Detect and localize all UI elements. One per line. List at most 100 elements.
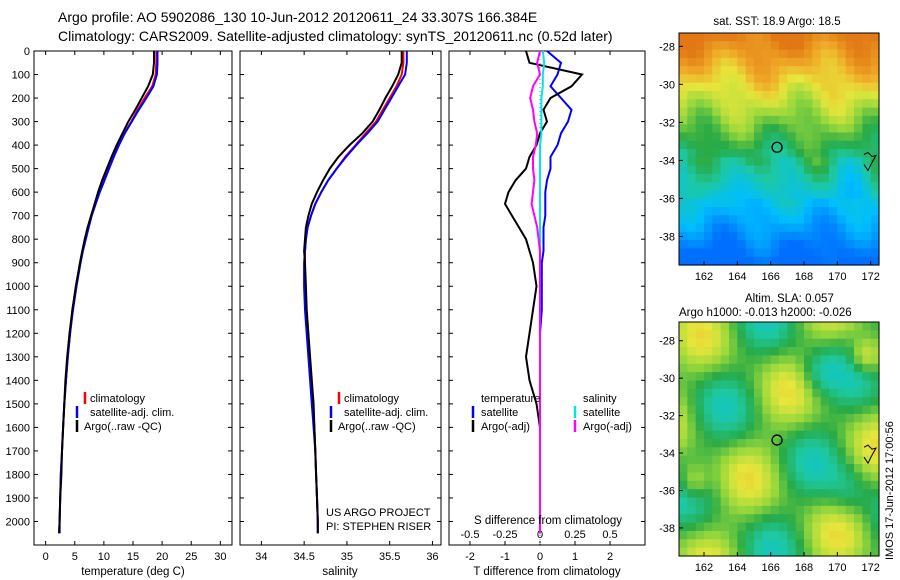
legend-label-climatology: climatology [90, 393, 146, 405]
heatmap-cell [745, 165, 755, 175]
heatmap-cell [754, 505, 763, 515]
heatmap-cell [754, 497, 763, 507]
heatmap-cell [712, 240, 722, 250]
heatmap-cell [770, 115, 780, 125]
heatmap-cell [829, 49, 838, 59]
heatmap-cell [770, 464, 780, 474]
heatmap-cell [845, 530, 855, 540]
heatmap-cell [712, 413, 722, 423]
heatmap-cell [712, 355, 722, 365]
heatmap-cell [837, 57, 847, 67]
legend-label-s-satellite: satellite [583, 407, 620, 419]
heatmap-cell [679, 107, 688, 117]
salinity-lines [303, 51, 408, 534]
heatmap-cell [795, 522, 805, 532]
heatmap-cell [862, 124, 872, 134]
heatmap-cell [795, 99, 805, 109]
heatmap-cell [795, 330, 805, 340]
heatmap-cell [837, 547, 847, 557]
heatmap-cell [804, 355, 813, 365]
heatmap-cell [679, 380, 688, 390]
heatmap-cell [695, 464, 705, 474]
heatmap-cell [754, 430, 763, 440]
heatmap-cell [712, 372, 722, 382]
heatmap-cell [804, 124, 813, 134]
x-tick-label: 0 [537, 551, 543, 563]
heatmap-cell [712, 124, 722, 134]
heatmap-cell [712, 338, 722, 348]
heatmap-cell [787, 388, 797, 398]
heatmap-cell [737, 422, 747, 432]
difference-frame [448, 50, 646, 546]
heatmap-cell [804, 223, 813, 233]
heatmap-cell [679, 115, 688, 125]
heatmap-cell [687, 505, 697, 515]
heatmap-cell [804, 489, 813, 499]
heatmap-cell [812, 115, 822, 125]
y-tick-label: 100 [12, 70, 30, 82]
heatmap-cell [820, 198, 830, 208]
heatmap-cell [845, 231, 855, 241]
heatmap-cell [712, 82, 722, 92]
heatmap-cell [720, 66, 730, 76]
heatmap-cell [829, 57, 838, 67]
heatmap-cell [704, 472, 713, 482]
heatmap-cell [812, 215, 822, 225]
heatmap-cell [729, 514, 738, 524]
heatmap-cell [729, 207, 738, 216]
heatmap-cell [679, 480, 688, 490]
heatmap-cell [845, 165, 855, 175]
heatmap-cell [837, 41, 847, 51]
heatmap-cell [712, 99, 722, 109]
heatmap-cell [679, 347, 688, 357]
heatmap-cell [862, 99, 872, 109]
heatmap-cell [854, 190, 863, 200]
heatmap-cell [829, 497, 838, 507]
heatmap-cell [854, 347, 863, 357]
heatmap-cell [712, 190, 722, 200]
heatmap-cell [787, 430, 797, 440]
heatmap-cell [770, 149, 780, 158]
heatmap-cell [837, 215, 847, 225]
heatmap-cell [829, 372, 838, 382]
heatmap-cell [870, 439, 880, 448]
heatmap-cell [720, 422, 730, 432]
heatmap-cell [712, 198, 722, 208]
heatmap-cell [720, 124, 730, 134]
heatmap-cell [829, 74, 838, 84]
heatmap-cell [862, 422, 872, 432]
heatmap-cell [737, 439, 747, 448]
legend-label-argo: Argo(..raw -QC) [84, 421, 162, 433]
heatmap-cell [679, 472, 688, 482]
heatmap-cell [737, 173, 747, 183]
heatmap-cell [695, 497, 705, 507]
heatmap-cell [754, 248, 763, 258]
heatmap-cell [845, 547, 855, 557]
heatmap-cell [804, 231, 813, 241]
heatmap-cell [829, 505, 838, 515]
heatmap-cell [712, 489, 722, 499]
heatmap-cell [712, 539, 722, 549]
heatmap-cell [745, 539, 755, 549]
heatmap-cell [729, 380, 738, 390]
heatmap-cell [720, 132, 730, 142]
heatmap-cell [870, 497, 880, 507]
heatmap-cell [704, 363, 713, 373]
heatmap-cell [862, 372, 872, 382]
heatmap-cell [804, 173, 813, 183]
heatmap-cell [795, 248, 805, 258]
heatmap-cell [745, 439, 755, 448]
heatmap-cell [687, 530, 697, 540]
heatmap-cell [729, 157, 738, 167]
heatmap-cell [804, 522, 813, 532]
heatmap-cell [845, 157, 855, 167]
heatmap-cell [754, 464, 763, 474]
heatmap-cell [729, 115, 738, 125]
heatmap-cell [812, 322, 822, 331]
heatmap-cell [862, 207, 872, 216]
x-tick-label: 172 [861, 271, 879, 283]
legend-label-argo: Argo(..raw -QC) [338, 421, 416, 433]
heatmap-cell [687, 338, 697, 348]
sla-map-title-2: Argo h1000: -0.013 h2000: -0.026 [679, 307, 852, 319]
